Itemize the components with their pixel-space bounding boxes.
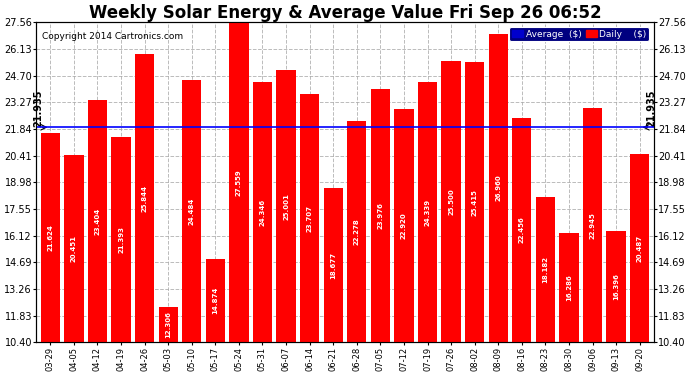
Bar [111, 137, 130, 342]
Text: 20.487: 20.487 [637, 235, 642, 262]
Text: 21.393: 21.393 [118, 226, 124, 254]
Bar [583, 108, 602, 342]
Text: 18.677: 18.677 [331, 252, 336, 279]
Title: Weekly Solar Energy & Average Value Fri Sep 26 06:52: Weekly Solar Energy & Average Value Fri … [89, 4, 601, 22]
Text: 24.484: 24.484 [189, 197, 195, 225]
Text: 22.920: 22.920 [401, 212, 407, 239]
Bar [394, 109, 413, 342]
Text: 23.404: 23.404 [95, 207, 101, 235]
Bar [229, 22, 248, 342]
Bar [489, 33, 508, 342]
Bar [512, 117, 531, 342]
Bar [206, 259, 225, 342]
Text: 21.935: 21.935 [34, 90, 43, 127]
Text: 23.707: 23.707 [306, 205, 313, 232]
Text: 26.960: 26.960 [495, 175, 501, 201]
Text: 23.976: 23.976 [377, 202, 384, 229]
Legend: Average  ($), Daily    ($): Average ($), Daily ($) [509, 27, 649, 41]
Text: 20.451: 20.451 [71, 235, 77, 262]
Bar [88, 100, 107, 342]
Text: 22.278: 22.278 [354, 218, 359, 245]
Text: 16.396: 16.396 [613, 273, 619, 300]
Text: 16.286: 16.286 [566, 274, 572, 301]
Bar [560, 232, 579, 342]
Bar [159, 307, 178, 342]
Bar [347, 121, 366, 342]
Bar [607, 231, 626, 342]
Bar [182, 80, 201, 342]
Text: 21.935: 21.935 [647, 90, 656, 127]
Bar [630, 154, 649, 342]
Text: 27.559: 27.559 [236, 169, 242, 196]
Text: 12.306: 12.306 [165, 311, 171, 338]
Text: Copyright 2014 Cartronics.com: Copyright 2014 Cartronics.com [42, 32, 184, 41]
Bar [300, 94, 319, 342]
Text: 22.945: 22.945 [589, 212, 595, 239]
Text: 24.346: 24.346 [259, 199, 266, 226]
Bar [442, 61, 461, 342]
Bar [64, 155, 83, 342]
Text: 25.001: 25.001 [283, 193, 289, 220]
Text: 25.500: 25.500 [448, 188, 454, 215]
Bar [277, 70, 296, 342]
Text: 24.339: 24.339 [424, 199, 431, 226]
Bar [418, 82, 437, 342]
Bar [135, 54, 155, 342]
Bar [465, 62, 484, 342]
Text: 22.456: 22.456 [519, 217, 525, 243]
Text: 18.182: 18.182 [542, 256, 549, 284]
Bar [535, 197, 555, 342]
Text: 14.874: 14.874 [213, 287, 218, 314]
Bar [253, 82, 272, 342]
Bar [41, 133, 60, 342]
Bar [324, 188, 343, 342]
Text: 25.844: 25.844 [141, 185, 148, 212]
Text: 21.624: 21.624 [48, 224, 53, 251]
Bar [371, 89, 390, 342]
Text: 25.415: 25.415 [472, 189, 477, 216]
